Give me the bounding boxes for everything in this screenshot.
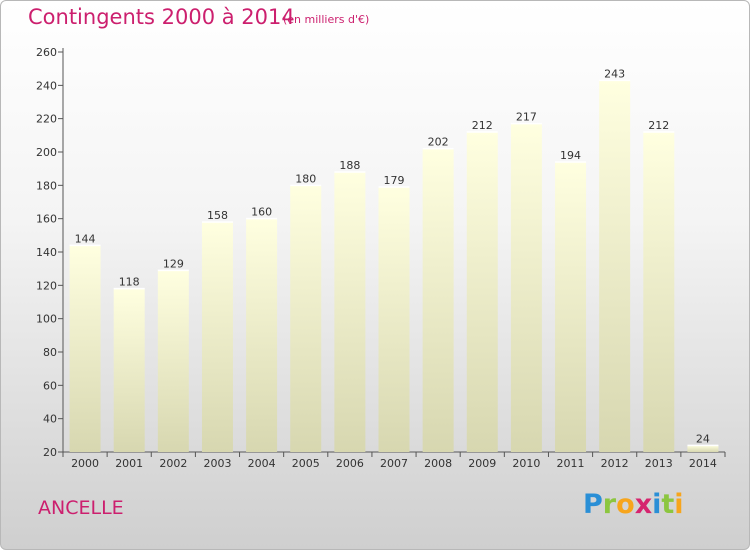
x-tick-label: 2000 [71, 457, 99, 470]
brand-letter: x [634, 489, 653, 520]
chart-subtitle: (en milliers d'€) [283, 13, 370, 26]
y-tick-label: 80 [43, 346, 57, 359]
bar-2001[interactable] [113, 288, 145, 452]
place-name: ANCELLE [38, 497, 124, 519]
bar-2002[interactable] [157, 270, 189, 452]
bar-2010[interactable] [510, 123, 542, 453]
x-tick-label: 2014 [689, 457, 717, 470]
y-tick-label: 200 [36, 146, 57, 159]
brand-letter: i [674, 489, 684, 520]
data-label-2006: 188 [339, 159, 360, 172]
data-label-2013: 212 [648, 119, 669, 132]
data-label-2010: 217 [516, 111, 537, 124]
bar-2004[interactable] [246, 218, 278, 452]
x-tick-label: 2011 [557, 457, 585, 470]
bars [69, 79, 719, 453]
data-label-2000: 144 [75, 232, 96, 245]
y-tick-label: 160 [36, 213, 57, 226]
y-tick-label: 20 [43, 446, 57, 459]
data-label-2003: 158 [207, 209, 228, 222]
brand-letter: P [583, 489, 603, 520]
x-tick-label: 2012 [601, 457, 629, 470]
data-label-2011: 194 [560, 149, 581, 162]
bar-2006[interactable] [334, 172, 366, 452]
y-tick-label: 180 [36, 179, 57, 192]
bar-2013[interactable] [643, 132, 675, 452]
data-label-2001: 118 [119, 276, 140, 289]
bar-2012[interactable] [599, 80, 631, 452]
bar-2000[interactable] [69, 245, 101, 452]
y-tick-label: 140 [36, 246, 57, 259]
bar-2005[interactable] [290, 185, 322, 453]
x-tick-label: 2001 [115, 457, 143, 470]
x-tick-label: 2007 [380, 457, 408, 470]
data-label-2005: 180 [295, 172, 316, 185]
x-tick-label: 2008 [424, 457, 452, 470]
y-tick-label: 220 [36, 113, 57, 126]
y-axis: 20 40 60 80 100 120 140 160 180 200 220 240 260 [36, 46, 64, 459]
x-tick-label: 2009 [468, 457, 496, 470]
brand-logo[interactable]: Proxiti [583, 489, 684, 520]
bar-2014[interactable] [687, 445, 719, 452]
bar-2008[interactable] [422, 148, 454, 452]
bar-2007[interactable] [378, 187, 410, 452]
brand-letter: i [652, 489, 662, 520]
y-tick-label: 240 [36, 79, 57, 92]
bar-2011[interactable] [555, 162, 587, 452]
data-label-2008: 202 [428, 136, 449, 149]
data-label-2007: 179 [384, 174, 405, 187]
data-label-2004: 160 [251, 206, 272, 219]
x-axis: 2000 2001 2002 2003 2004 2005 2006 2007 2008 2009… [62, 451, 726, 470]
bar-2003[interactable] [201, 222, 233, 452]
x-tick-label: 2013 [645, 457, 673, 470]
x-tick-label: 2003 [203, 457, 231, 470]
brand-letter: r [602, 489, 617, 520]
x-tick-label: 2002 [159, 457, 187, 470]
data-label-2009: 212 [472, 119, 493, 132]
data-label-2002: 129 [163, 257, 184, 270]
bar-2009[interactable] [466, 132, 498, 452]
x-tick-label: 2004 [248, 457, 276, 470]
y-tick-label: 120 [36, 279, 57, 292]
x-tick-label: 2005 [292, 457, 320, 470]
chart-title: Contingents 2000 à 2014 [28, 5, 295, 29]
y-tick-label: 60 [43, 379, 57, 392]
y-tick-label: 260 [36, 46, 57, 59]
y-tick-label: 100 [36, 313, 57, 326]
brand-letter: t [661, 489, 675, 520]
data-label-2014: 24 [696, 432, 710, 445]
data-label-2012: 243 [604, 67, 625, 80]
x-tick-label: 2010 [512, 457, 540, 470]
data-labels: 144 118 129 158 160 180 188 179 202 212 217 194 243 2… [75, 67, 710, 445]
x-tick-label: 2006 [336, 457, 364, 470]
brand-letter: o [616, 489, 635, 520]
y-tick-label: 40 [43, 413, 57, 426]
